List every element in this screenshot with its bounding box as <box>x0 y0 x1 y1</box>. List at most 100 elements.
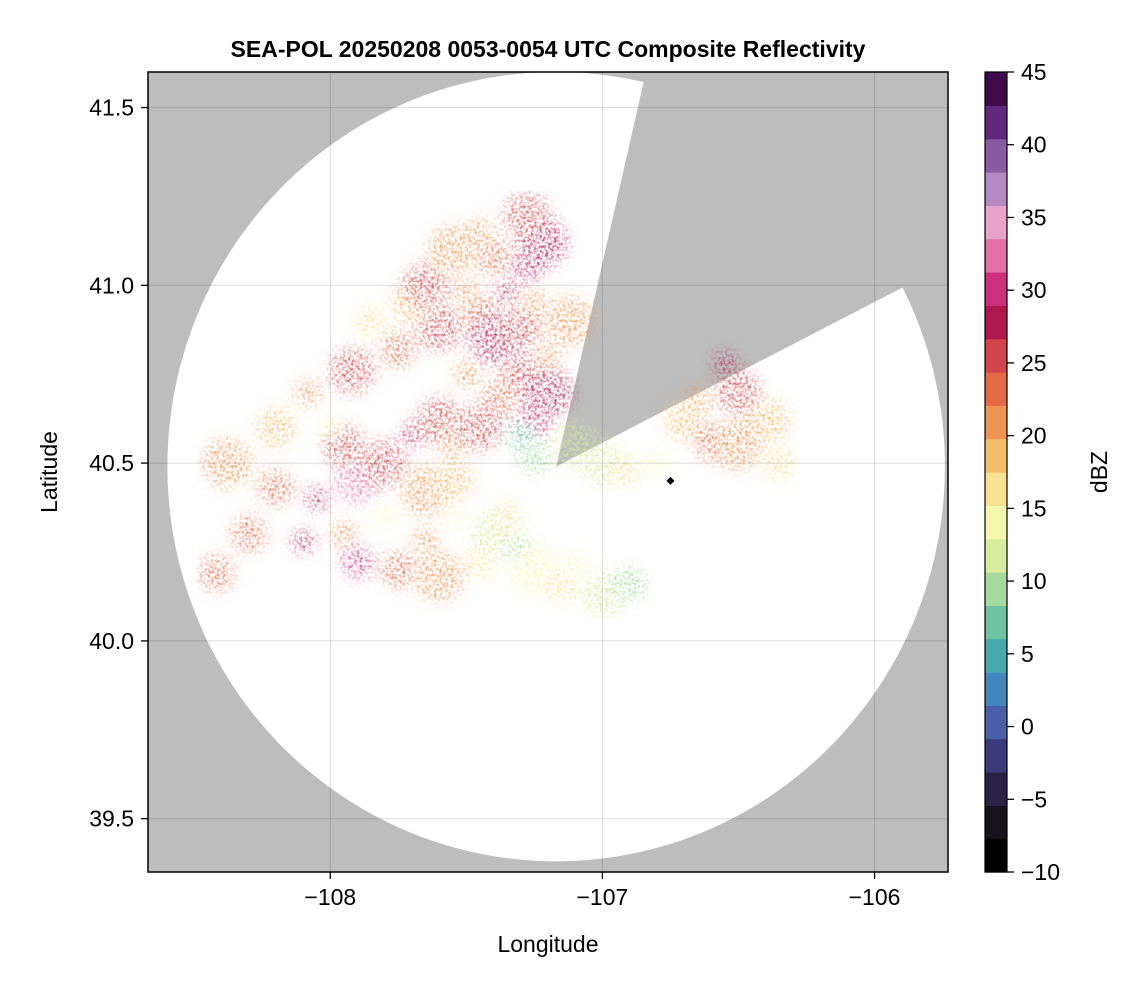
echo-cell <box>201 437 253 489</box>
echo-cell <box>712 351 737 376</box>
echo-cell <box>257 469 295 507</box>
colorbar-swatch <box>985 705 1007 740</box>
echo-cell <box>440 504 465 529</box>
y-tick-label: 41.5 <box>89 95 134 121</box>
colorbar-swatch <box>985 472 1007 506</box>
colorbar-tick-label: 5 <box>1021 641 1034 667</box>
colorbar-tick-label: 45 <box>1021 59 1047 85</box>
echo-cell <box>341 546 374 580</box>
echo-cell <box>456 404 503 451</box>
echo-cell <box>379 551 417 589</box>
colorbar-swatch <box>985 505 1007 540</box>
colorbar-tick-label: 0 <box>1021 714 1034 740</box>
colorbar-label: dBZ <box>1086 451 1112 493</box>
echo-cell <box>611 565 649 603</box>
colorbar-tick-label: 30 <box>1021 277 1047 303</box>
colorbar-swatch <box>985 738 1007 773</box>
echo-cell <box>452 278 481 307</box>
x-axis-label: Longitude <box>497 931 598 957</box>
echo-cell <box>522 366 574 418</box>
colorbar-swatch <box>985 772 1007 806</box>
echo-cell <box>361 440 408 487</box>
colorbar-swatch <box>985 338 1007 373</box>
echo-cell <box>329 347 376 394</box>
x-tick-label: −106 <box>849 884 901 910</box>
site-diamond <box>666 476 675 485</box>
colorbar-swatch <box>985 72 1007 106</box>
echo-cell <box>495 280 520 305</box>
x-tick-label: −108 <box>304 884 356 910</box>
colorbar-swatch <box>985 205 1007 240</box>
colorbar-tick-label: −5 <box>1021 786 1047 812</box>
colorbar-ticks: −10 −5 0 5 10 15 20 25 30 35 40 45 <box>1007 59 1060 885</box>
echo-cell <box>318 415 343 440</box>
colorbar-swatch <box>985 605 1007 640</box>
echo-cell <box>545 571 579 604</box>
echo-cell <box>197 554 235 592</box>
echo-cell <box>499 307 542 349</box>
colorbar-swatch <box>985 138 1007 173</box>
echo-cell <box>255 406 297 449</box>
echo-cell <box>230 515 268 553</box>
colorbar-swatch <box>985 238 1007 273</box>
colorbar-tick-label: 10 <box>1021 568 1047 594</box>
echo-cell <box>452 360 481 389</box>
colorbar-frame <box>984 71 1008 873</box>
echo-cell <box>402 262 449 309</box>
colorbar-tick-label: −10 <box>1021 859 1060 885</box>
colorbar-swatch <box>985 272 1007 306</box>
colorbar-swatch <box>985 838 1007 873</box>
colorbar-swatch <box>985 805 1007 840</box>
echo-cell <box>644 451 669 476</box>
grid-lines <box>148 72 948 872</box>
colorbar-swatch <box>985 672 1007 706</box>
echo-cell <box>544 295 595 347</box>
colorbar-tick-label: 15 <box>1021 495 1047 521</box>
y-tick-label: 39.5 <box>89 806 134 832</box>
echo-cell <box>474 238 513 276</box>
x-axis-ticks: −108 −107 −106 <box>304 872 900 910</box>
echo-cell <box>506 420 535 449</box>
echo-cell <box>503 191 550 238</box>
colorbar-tick-label: 25 <box>1021 350 1047 376</box>
echo-cell <box>431 460 474 502</box>
echo-field <box>197 191 798 618</box>
x-tick-label: −107 <box>577 884 629 910</box>
colorbar-swatch <box>985 172 1007 206</box>
plot-area <box>148 72 948 872</box>
colorbar-swatch <box>985 572 1007 606</box>
echo-cell <box>379 330 417 368</box>
echo-cell <box>291 529 316 554</box>
chart-title: SEA-POL 20250208 0053-0054 UTC Composite… <box>231 36 866 62</box>
echo-cell <box>354 304 388 338</box>
colorbar-swatch <box>985 405 1007 440</box>
echo-cell <box>294 377 323 407</box>
y-axis-label: Latitude <box>36 431 62 513</box>
colorbar <box>984 71 1008 873</box>
y-tick-label: 41.0 <box>89 272 134 298</box>
y-axis-ticks: 39.5 40.0 40.5 41.0 41.5 <box>89 95 148 832</box>
echo-cell <box>490 500 524 533</box>
echo-cell <box>304 486 329 511</box>
y-tick-label: 40.0 <box>89 628 134 654</box>
echo-cell <box>372 504 397 529</box>
colorbar-swatch <box>985 372 1007 406</box>
colorbar-tick-label: 40 <box>1021 132 1047 158</box>
colorbar-swatch <box>985 438 1007 473</box>
echo-cell <box>413 551 465 603</box>
echo-cell <box>760 444 798 482</box>
colorbar-swatch <box>985 105 1007 140</box>
colorbar-swatch <box>985 538 1007 573</box>
colorbar-swatch <box>985 305 1007 340</box>
echo-cell <box>563 550 588 575</box>
echo-cell <box>533 342 563 371</box>
echo-cell <box>663 399 705 442</box>
colorbar-tick-label: 20 <box>1021 423 1047 449</box>
plot-frame <box>147 71 949 873</box>
site-marker <box>666 476 675 485</box>
echo-cell <box>329 520 359 549</box>
echo-cell <box>607 453 641 487</box>
radar-coverage-disk <box>167 72 945 862</box>
